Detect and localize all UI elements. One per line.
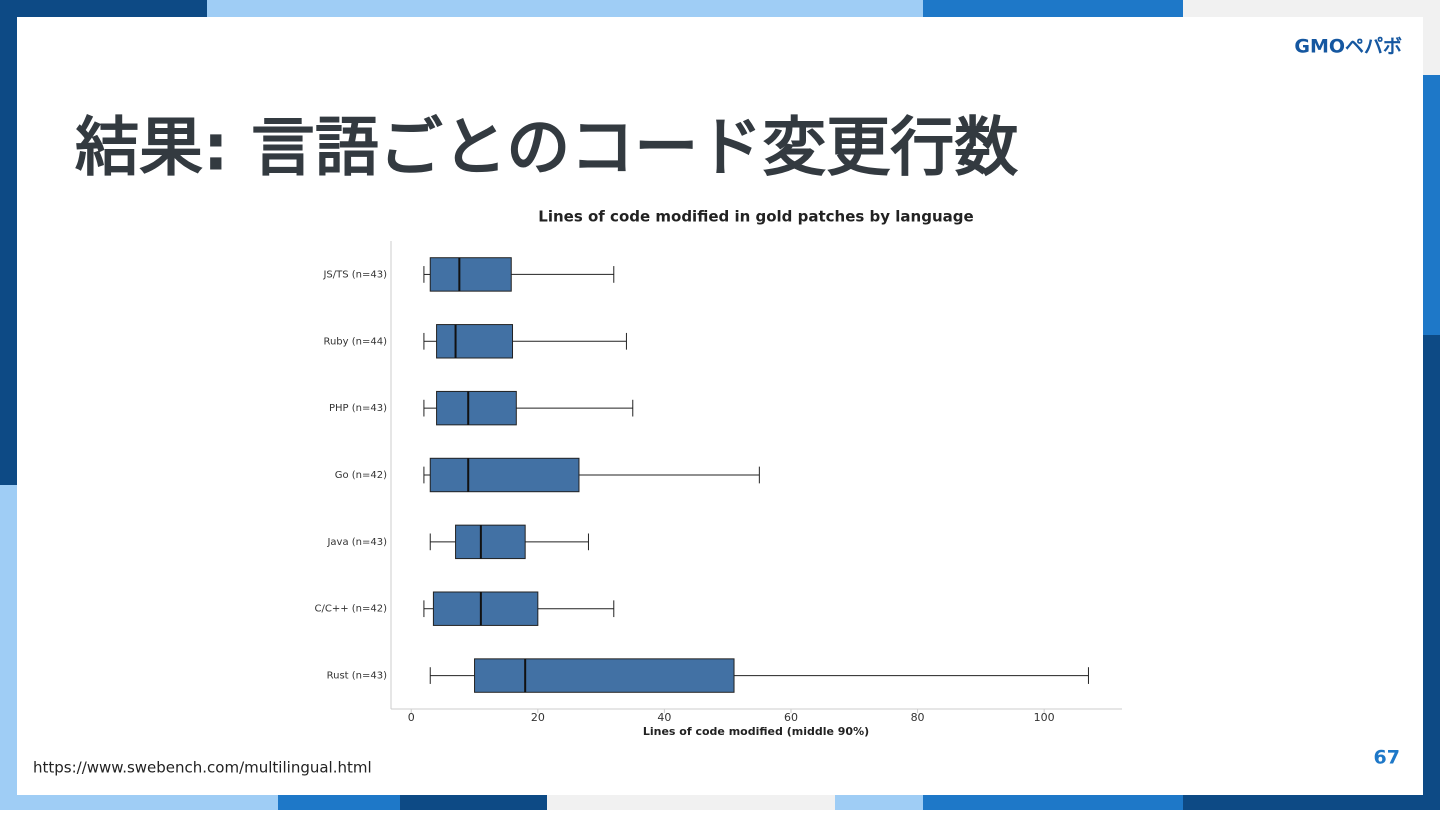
logo: GMOペパボ: [1294, 36, 1402, 58]
y-tick-label: PHP (n=43): [329, 403, 387, 414]
x-axis-label: Lines of code modified (middle 90%): [643, 725, 869, 738]
box: [429, 257, 512, 292]
y-tick-label: Rust (n=43): [327, 671, 387, 682]
source-url: https://www.swebench.com/multilingual.ht…: [33, 759, 372, 777]
x-tick-label: 60: [784, 711, 798, 724]
y-tick-label: Java (n=43): [326, 537, 387, 548]
y-tick-label: C/C++ (n=42): [314, 604, 387, 615]
x-tick-label: 100: [1034, 711, 1055, 724]
x-tick-label: 20: [531, 711, 545, 724]
y-tick-label: Ruby (n=44): [323, 336, 387, 347]
box: [455, 524, 526, 560]
box: [474, 658, 735, 693]
box: [436, 390, 517, 426]
slide-title: 結果: 言語ごとのコード変更行数: [75, 112, 1018, 186]
y-tick-label: Go (n=42): [335, 470, 387, 481]
y-tick-label: JS/TS (n=43): [322, 269, 387, 280]
x-tick-label: 40: [657, 711, 671, 724]
box: [432, 591, 539, 626]
x-tick-label: 80: [911, 711, 925, 724]
page-number: 67: [1374, 747, 1400, 769]
chart-title: Lines of code modified in gold patches b…: [538, 208, 973, 226]
box: [429, 457, 580, 493]
x-tick-label: 0: [408, 711, 415, 724]
box: [436, 324, 514, 359]
